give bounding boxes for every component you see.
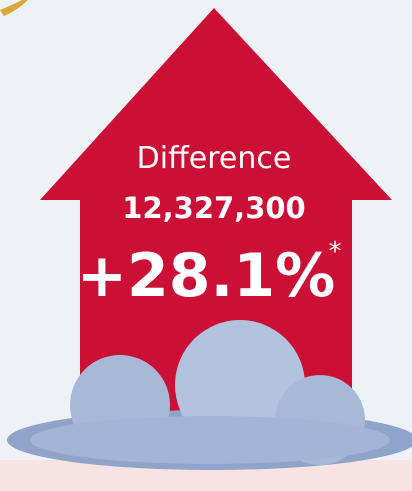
cloud	[7, 320, 412, 470]
label: Difference	[137, 141, 292, 176]
footnote-mark: *	[329, 237, 342, 267]
percent: +28.1%	[77, 241, 335, 311]
corner-decoration	[0, 0, 28, 16]
up-arrow	[40, 8, 392, 420]
amount: 12,327,300	[122, 191, 305, 225]
